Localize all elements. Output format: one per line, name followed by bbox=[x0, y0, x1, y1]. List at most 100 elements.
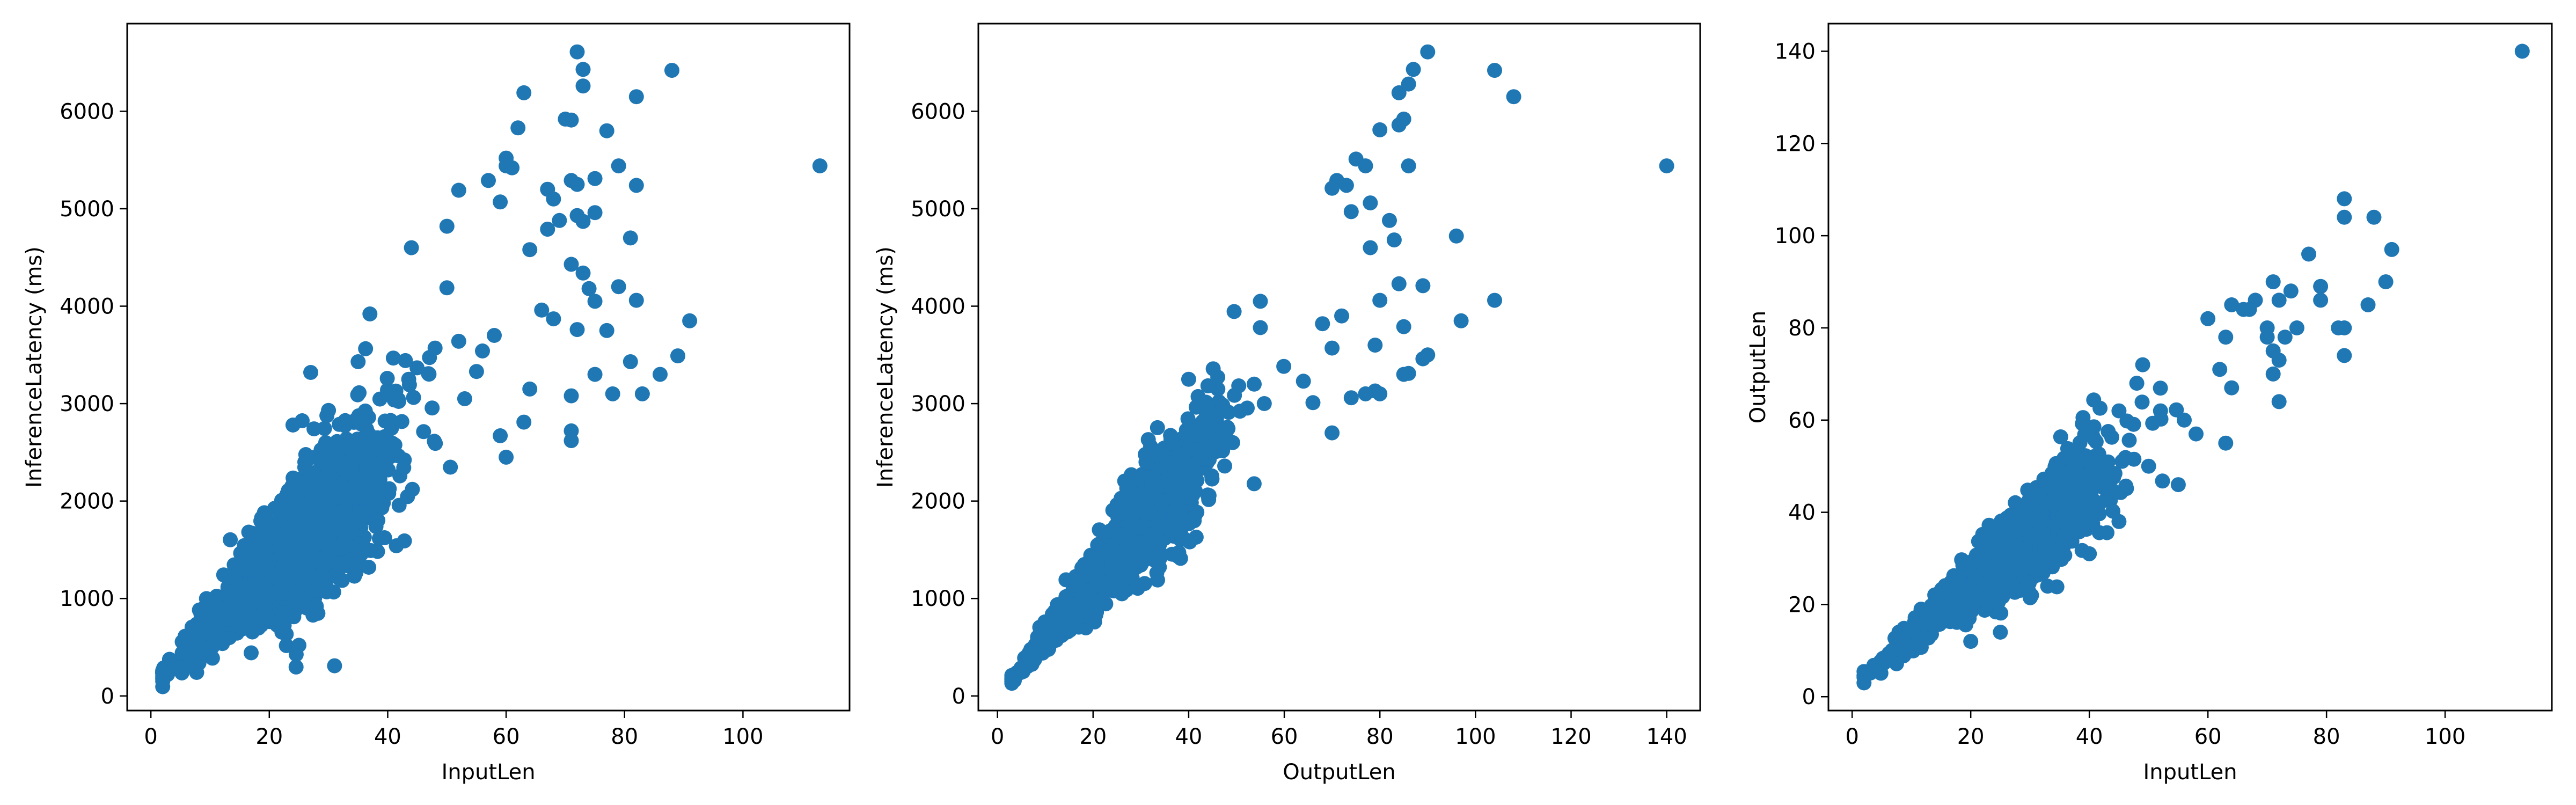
scatter-point bbox=[2283, 283, 2299, 299]
scatter-point bbox=[2366, 209, 2382, 225]
scatter-point bbox=[321, 402, 336, 418]
scatter-point bbox=[312, 569, 328, 584]
scatter-point bbox=[357, 403, 373, 419]
scatter-point bbox=[1994, 584, 2010, 600]
scatter-point bbox=[2075, 452, 2091, 468]
scatter-point bbox=[1276, 358, 1292, 374]
scatter-point bbox=[1217, 458, 1232, 474]
scatter-point bbox=[1391, 85, 1407, 100]
scatter-point bbox=[1334, 308, 1349, 324]
scatter-point bbox=[575, 214, 591, 229]
scatter-point bbox=[2514, 43, 2530, 59]
scatter-point bbox=[1185, 423, 1201, 439]
scatter-point bbox=[2060, 523, 2076, 538]
y-tick-label: 3000 bbox=[60, 392, 114, 416]
scatter-point bbox=[1201, 492, 1217, 507]
scatter-point bbox=[342, 460, 358, 476]
scatter-point bbox=[1966, 593, 1982, 609]
scatter-point bbox=[1253, 320, 1268, 335]
scatter-point bbox=[575, 62, 591, 77]
scatter-point bbox=[1004, 674, 1020, 689]
scatter-point bbox=[1324, 180, 1340, 196]
scatter-point bbox=[309, 582, 324, 598]
scatter-point bbox=[223, 532, 238, 547]
scatter-point bbox=[2020, 482, 2036, 498]
scatter-point bbox=[587, 294, 603, 309]
scatter-point bbox=[2134, 394, 2150, 410]
scatter-point bbox=[2066, 506, 2081, 521]
scatter-point bbox=[317, 482, 332, 498]
scatter-point bbox=[1163, 435, 1179, 451]
scatter-point bbox=[333, 489, 348, 505]
scatter-point bbox=[1931, 617, 1946, 632]
scatter-point bbox=[1363, 240, 1378, 255]
scatter-point bbox=[2075, 416, 2090, 431]
scatter-point bbox=[2099, 525, 2114, 540]
scatter-point bbox=[317, 421, 332, 436]
x-tick-label: 20 bbox=[1079, 724, 1107, 749]
scatter-point bbox=[185, 657, 201, 673]
plot-frame bbox=[126, 23, 851, 712]
scatter-point bbox=[379, 452, 394, 467]
scatter-point bbox=[1170, 548, 1185, 564]
scatter-point bbox=[1372, 292, 1388, 308]
scatter-point bbox=[1077, 567, 1092, 583]
scatter-point bbox=[1967, 570, 1983, 586]
scatter-point bbox=[1998, 538, 2014, 553]
scatter-point bbox=[1181, 516, 1197, 531]
scatter-point bbox=[421, 366, 436, 382]
scatter-point bbox=[175, 645, 191, 661]
scatter-point bbox=[1192, 445, 1208, 460]
scatter-point bbox=[370, 544, 385, 559]
x-tick-label: 100 bbox=[1455, 724, 1496, 749]
scatter-point bbox=[187, 631, 203, 646]
scatter-point bbox=[1386, 232, 1402, 248]
scatter-point bbox=[2041, 537, 2057, 552]
x-tick-label: 60 bbox=[1271, 724, 1298, 749]
scatter-point bbox=[306, 421, 322, 437]
scatter-point bbox=[288, 659, 304, 675]
x-tick-label: 80 bbox=[1366, 724, 1394, 749]
scatter-point bbox=[256, 580, 272, 596]
scatter-point bbox=[546, 311, 561, 327]
scatter-point bbox=[1363, 195, 1378, 211]
scatter-point bbox=[204, 650, 220, 666]
scatter-point bbox=[1406, 62, 1421, 77]
scatter-point bbox=[1138, 487, 1153, 502]
x-tick-label: 100 bbox=[722, 724, 763, 749]
scatter-point bbox=[504, 160, 520, 175]
x-tick-label: 60 bbox=[493, 724, 520, 749]
scatter-point bbox=[522, 381, 538, 397]
scatter-point bbox=[406, 390, 421, 405]
scatter-point bbox=[564, 388, 579, 404]
scatter-point bbox=[1055, 621, 1071, 636]
x-tick-label: 80 bbox=[611, 724, 638, 749]
scatter-point bbox=[1324, 425, 1340, 441]
y-tick-label: 4000 bbox=[60, 295, 114, 319]
scatter-point bbox=[653, 367, 668, 382]
scatter-point bbox=[1391, 276, 1407, 291]
scatter-point bbox=[2053, 429, 2068, 444]
scatter-point bbox=[216, 567, 231, 583]
scatter-point bbox=[366, 497, 382, 513]
scatter-point bbox=[362, 427, 377, 443]
scatter-point bbox=[240, 596, 256, 611]
scatter-point bbox=[569, 44, 585, 60]
scatter-point bbox=[682, 313, 698, 328]
scatter-point bbox=[2022, 510, 2038, 525]
scatter-point bbox=[253, 513, 268, 529]
scatter-point bbox=[1124, 570, 1140, 586]
scatter-point bbox=[1659, 158, 1674, 174]
scatter-point bbox=[516, 85, 532, 100]
scatter-point bbox=[2337, 209, 2352, 225]
scatter-point bbox=[599, 123, 614, 138]
scatter-point bbox=[623, 354, 638, 369]
scatter-point bbox=[1089, 558, 1105, 574]
scatter-point bbox=[451, 333, 466, 349]
scatter-point bbox=[409, 360, 425, 376]
x-tick-label: 140 bbox=[1646, 724, 1687, 749]
scatter-point bbox=[377, 530, 392, 545]
scatter-panel-input-vs-output: 0 20 40 60 80 100020406080100120140InputLenOu… bbox=[1746, 23, 2553, 785]
scatter-point bbox=[599, 323, 614, 338]
